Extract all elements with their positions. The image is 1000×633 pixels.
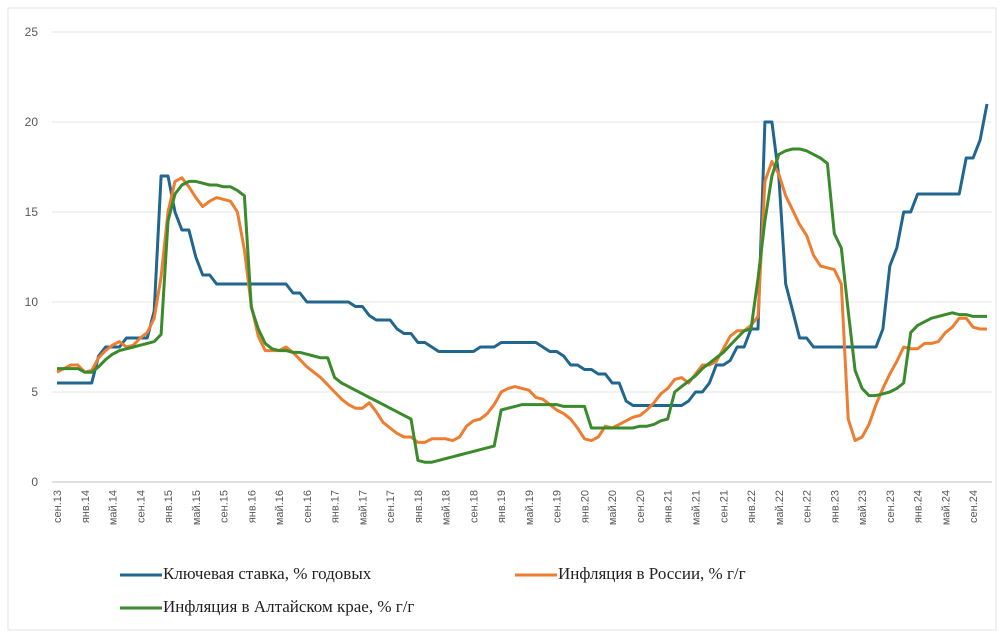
x-tick-label: янв.22: [746, 490, 758, 523]
y-tick-label: 0: [31, 475, 38, 489]
x-tick-label: сен.24: [968, 490, 980, 523]
x-tick-label: сен.14: [135, 490, 147, 523]
x-tick-label: сен.16: [302, 490, 314, 523]
series-line: [56, 160, 987, 444]
x-tick-label: сен.20: [635, 490, 647, 523]
x-tick-label: сен.13: [52, 490, 64, 523]
x-tick-label: сен.21: [718, 490, 730, 523]
x-tick-label: май.15: [191, 490, 203, 525]
x-tick-label: янв.19: [496, 490, 508, 523]
series-line: [57, 147, 987, 464]
x-tick-label: май.21: [691, 490, 703, 525]
x-tick-label: сен.15: [219, 490, 231, 523]
x-tick-label: сен.17: [385, 490, 397, 523]
x-tick-label: янв.24: [913, 490, 925, 523]
x-tick-label: май.23: [857, 490, 869, 525]
x-tick-label: май.16: [274, 490, 286, 525]
y-tick-label: 20: [25, 115, 39, 129]
frame: [7, 7, 997, 631]
x-tick-label: май.20: [607, 490, 619, 525]
series-line: [57, 103, 989, 407]
legend-label: Ключевая ставка, % годовых: [163, 564, 372, 583]
x-tick-label: янв.21: [663, 490, 675, 523]
y-tick-label: 5: [31, 385, 38, 399]
x-tick-label: май.24: [940, 490, 952, 525]
y-tick-label: 10: [25, 295, 39, 309]
x-tick-label: май.17: [357, 490, 369, 525]
x-tick-label: май.14: [108, 490, 120, 525]
x-tick-label: сен.19: [552, 490, 564, 523]
x-tick-label: янв.16: [246, 490, 258, 523]
x-tick-label: янв.14: [80, 490, 92, 523]
legend-label: Инфляция в Алтайском крае, % г/г: [163, 597, 414, 616]
x-tick-label: янв.17: [330, 490, 342, 523]
x-tick-label: май.19: [524, 490, 536, 525]
x-tick-label: май.22: [774, 490, 786, 525]
legend-label: Инфляция в России, % г/г: [558, 564, 746, 583]
x-tick-label: янв.15: [163, 490, 175, 523]
x-tick-label: янв.23: [829, 490, 841, 523]
y-tick-label: 25: [25, 25, 39, 39]
x-tick-label: май.18: [441, 490, 453, 525]
x-tick-label: янв.18: [413, 490, 425, 523]
x-tick-label: сен.22: [802, 490, 814, 523]
x-tick-label: сен.18: [468, 490, 480, 523]
y-tick-label: 15: [25, 205, 39, 219]
x-tick-label: янв.20: [579, 490, 591, 523]
x-tick-label: сен.23: [885, 490, 897, 523]
